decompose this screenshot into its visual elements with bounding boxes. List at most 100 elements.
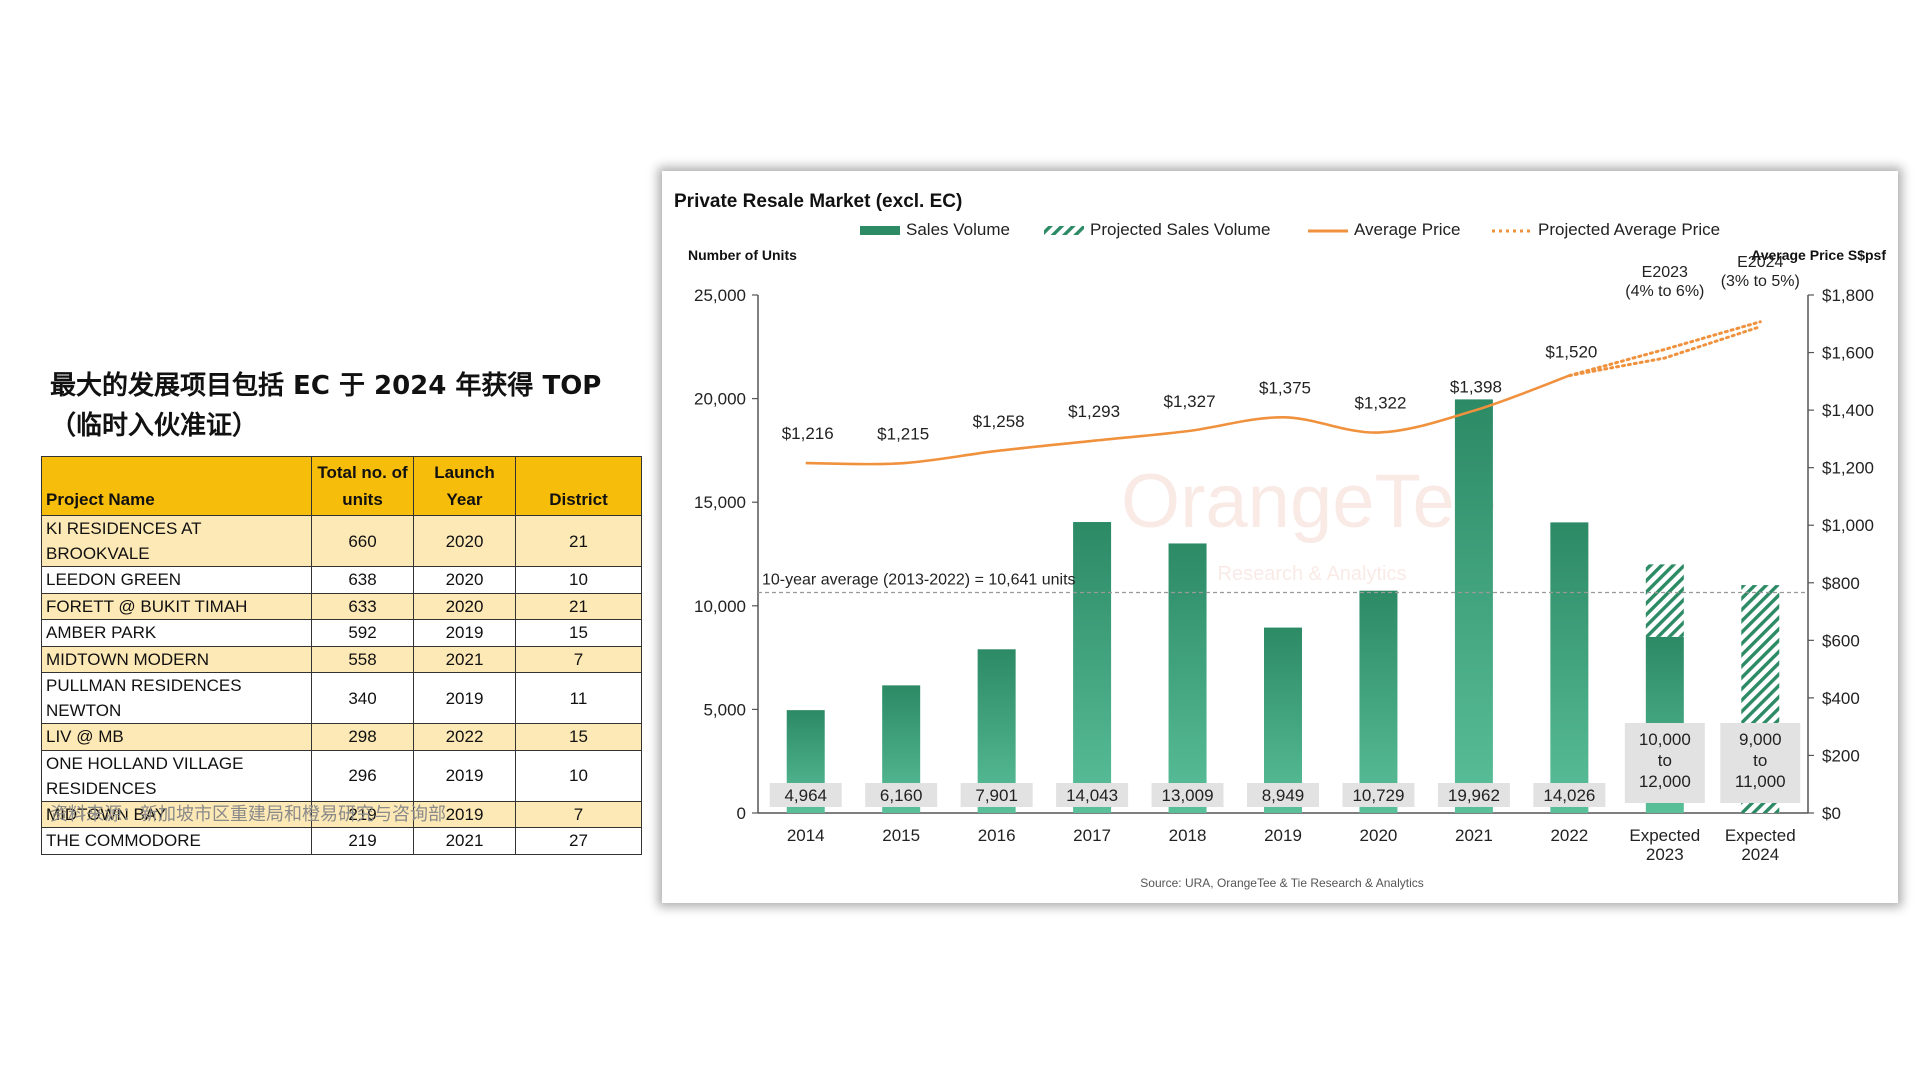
table-row: MIDTOWN MODERN 558 2021 7 [41, 645, 642, 673]
projected-value-label: 9,000 [1739, 730, 1782, 749]
bar-sales-volume [1168, 543, 1207, 813]
y-right-tick-label: $200 [1822, 746, 1860, 765]
legend-label: Projected Sales Volume [1090, 220, 1271, 239]
y-right-tick-label: $1,600 [1822, 344, 1874, 363]
bar-value-label: 14,026 [1543, 786, 1595, 805]
price-data-label: $1,215 [877, 424, 929, 443]
bar-label-bg [1342, 783, 1415, 807]
table-header-row: Project Name Total no. of units Launch Y… [41, 456, 642, 516]
y-right-axis-title: Average Price S$psf [1751, 247, 1886, 263]
cell-project-name: FORETT @ BUKIT TIMAH [41, 592, 312, 620]
cell-district: 15 [515, 619, 642, 647]
price-data-label: $1,322 [1354, 394, 1406, 413]
average-price-line [805, 374, 1570, 466]
x-tick-label: 2022 [1550, 826, 1588, 845]
x-tick-label: 2016 [978, 826, 1016, 845]
cell-project-name: THE COMMODORE [41, 827, 312, 855]
cell-total-units: 660 [311, 515, 414, 567]
projected-price-annotation: (4% to 6%) [1625, 283, 1704, 300]
bar-label-bg [865, 783, 938, 807]
cell-district: 27 [515, 827, 642, 855]
bar-value-label: 8,949 [1262, 786, 1305, 805]
table-row: ONE HOLLAND VILLAGE RESIDENCES 296 2019 10 [41, 749, 642, 802]
cell-total-units: 219 [311, 827, 414, 855]
header-project-name: Project Name [41, 456, 312, 516]
projected-price-annotation: E2023 [1642, 264, 1688, 281]
price-data-label: $1,520 [1545, 343, 1597, 362]
price-data-label: $1,327 [1164, 392, 1216, 411]
projected-value-label: 12,000 [1639, 772, 1691, 791]
cell-project-name: MIDTOWN MODERN [41, 645, 312, 673]
bar-sales-volume [1550, 522, 1589, 813]
cell-launch-year: 2021 [413, 645, 516, 673]
cell-project-name: KI RESIDENCES AT BROOKVALE [41, 515, 312, 567]
bar-projected-sales-volume [1645, 564, 1684, 637]
y-left-tick-label: 25,000 [694, 286, 746, 305]
x-tick-label: 2018 [1169, 826, 1207, 845]
project-table: Project Name Total no. of units Launch Y… [41, 456, 642, 855]
cell-launch-year: 2022 [413, 723, 516, 751]
y-left-tick-label: 5,000 [703, 700, 746, 719]
legend-label: Projected Average Price [1538, 220, 1720, 239]
y-right-tick-label: $1,400 [1822, 401, 1874, 420]
header-district: District [515, 456, 642, 516]
header-launch-year: Launch Year [413, 456, 516, 516]
projected-label-bg [1720, 723, 1801, 803]
table-row: AMBER PARK 592 2019 15 [41, 619, 642, 647]
bar-value-label: 19,962 [1448, 786, 1500, 805]
x-tick-label: 2021 [1455, 826, 1493, 845]
y-left-tick-label: 20,000 [694, 390, 746, 409]
table-row: PULLMAN RESIDENCES NEWTON 340 2019 11 [41, 672, 642, 724]
bar-value-label: 13,009 [1162, 786, 1214, 805]
cell-district: 10 [515, 749, 642, 802]
cell-project-name: MIDTOWN BAY [41, 800, 312, 828]
projected-price-annotation: (3% to 5%) [1721, 273, 1800, 290]
bar-label-bg [1437, 783, 1510, 807]
table-row: LEEDON GREEN 638 2020 10 [41, 566, 642, 594]
projected-price-line [1567, 325, 1762, 378]
cell-launch-year: 2020 [413, 515, 516, 567]
x-tick-label: 2020 [1360, 826, 1398, 845]
projected-label-bg [1624, 723, 1705, 803]
source-note: 资料来源：新加坡市区重建局和橙易研究与咨询部 [50, 804, 446, 825]
header-total-units: Total no. of units [311, 456, 414, 516]
cell-launch-year: 2019 [413, 619, 516, 647]
cell-district: 21 [515, 592, 642, 620]
y-left-tick-label: 0 [737, 804, 746, 823]
projected-value-label: 10,000 [1639, 730, 1691, 749]
x-tick-label: 2017 [1073, 826, 1111, 845]
bar-sales-volume [1359, 590, 1398, 813]
legend-label: Average Price [1354, 220, 1460, 239]
projected-price-line [1567, 320, 1762, 378]
y-right-tick-label: $1,200 [1822, 459, 1874, 478]
cell-launch-year: 2020 [413, 592, 516, 620]
chart-source: Source: URA, OrangeTee & Tie Research & … [1140, 876, 1423, 890]
x-tick-label: 2019 [1264, 826, 1302, 845]
price-data-label: $1,258 [973, 412, 1025, 431]
cell-project-name: ONE HOLLAND VILLAGE RESIDENCES [41, 749, 312, 802]
bar-value-label: 14,043 [1066, 786, 1118, 805]
cell-total-units: 592 [311, 619, 414, 647]
cell-district: 21 [515, 515, 642, 567]
y-left-tick-label: 15,000 [694, 493, 746, 512]
bar-label-bg [1533, 783, 1606, 807]
cell-district: 15 [515, 723, 642, 751]
bar-label-bg [769, 783, 842, 807]
bar-sales-volume [1264, 627, 1302, 813]
reference-line-label: 10-year average (2013-2022) = 10,641 uni… [762, 572, 1076, 589]
x-tick-label: 2015 [882, 826, 920, 845]
bar-sales-volume [1454, 399, 1493, 813]
y-left-tick-label: 10,000 [694, 597, 746, 616]
chart-panel: Private Resale Market (excl. EC) Sales Vo… [662, 171, 1898, 903]
bar-label-bg [960, 783, 1033, 807]
table-row: MIDTOWN BAY 219 2019 7 [41, 800, 642, 828]
cell-project-name: LIV @ MB [41, 723, 312, 751]
table-row: THE COMMODORE 219 2021 27 [41, 827, 642, 855]
watermark-subtitle: Research & Analytics [1218, 563, 1407, 585]
price-data-label: $1,293 [1068, 402, 1120, 421]
cell-total-units: 638 [311, 566, 414, 594]
cell-total-units: 296 [311, 749, 414, 802]
watermark-logo: OrangeTee [1121, 459, 1497, 544]
cell-total-units: 298 [311, 723, 414, 751]
bar-label-bg [1056, 783, 1129, 807]
